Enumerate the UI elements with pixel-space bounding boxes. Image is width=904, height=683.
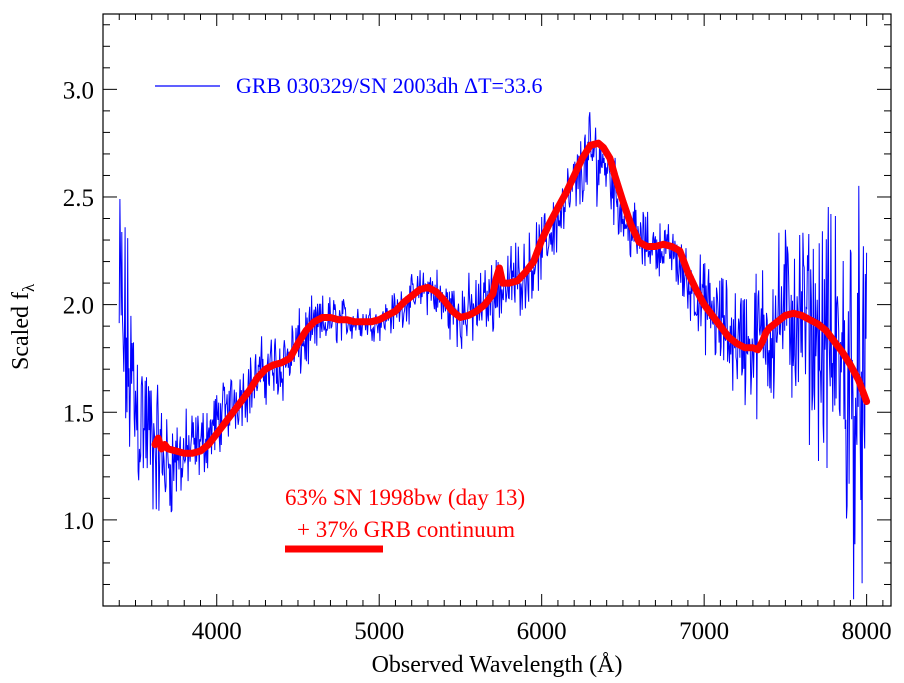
svg-text:Scaled fλ: Scaled fλ xyxy=(8,283,38,370)
model-spectrum-line xyxy=(151,139,871,457)
model-spectrum-series xyxy=(151,139,871,457)
y-axis-title: Scaled fλ xyxy=(8,283,38,370)
x-tick-label: 5000 xyxy=(354,618,404,645)
y-axis-title-sub: λ xyxy=(19,283,38,292)
y-tick-label: 1.5 xyxy=(63,400,94,427)
y-axis: 1.0 1.5 2.0 2.5 3.0 xyxy=(63,24,891,585)
x-axis: 4000 5000 6000 7000 8000 xyxy=(118,14,892,645)
legend-model-label-line1: 63% SN 1998bw (day 13) xyxy=(285,485,525,510)
x-tick-label: 4000 xyxy=(192,618,242,645)
y-tick-label: 1.0 xyxy=(63,508,94,535)
x-tick-label: 7000 xyxy=(679,618,729,645)
plot-frame xyxy=(102,13,892,607)
legend-model-label-line2: + 37% GRB continuum xyxy=(297,517,515,542)
y-tick-label: 3.0 xyxy=(63,77,94,104)
x-tick-label: 6000 xyxy=(517,618,567,645)
y-axis-title-main: Scaled f xyxy=(8,292,34,370)
y-tick-label: 2.5 xyxy=(63,185,94,212)
y-tick-label: 2.0 xyxy=(63,293,94,320)
legend-observed-label: GRB 030329/SN 2003dh ΔT=33.6 xyxy=(236,73,542,98)
x-axis-title: Observed Wavelength (Å) xyxy=(372,652,623,678)
x-tick-label: 8000 xyxy=(842,618,892,645)
